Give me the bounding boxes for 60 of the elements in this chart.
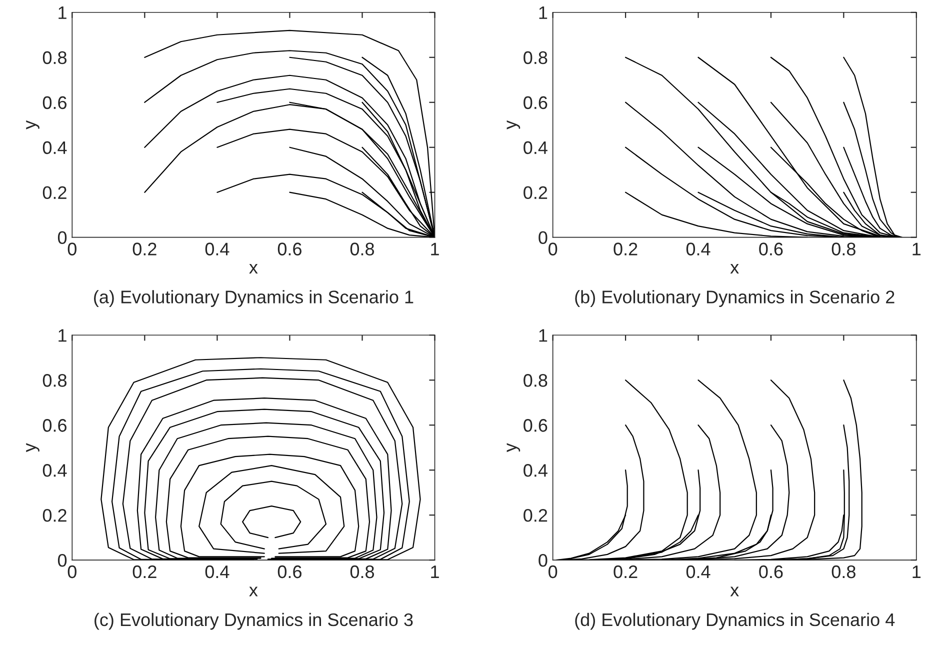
y-tick-label: 0.6 — [524, 419, 548, 432]
y-tick-label: 0 — [58, 554, 67, 567]
x-tick-label: 0 — [68, 242, 76, 256]
x-tick-label: 0.2 — [614, 242, 638, 256]
x-tick-label: 0.6 — [278, 242, 302, 256]
x-tick-label: 0.6 — [278, 565, 302, 578]
y-tick-label: 1 — [58, 329, 66, 342]
text: (c) Evolutionary Dynamics in Scenario 3 — [94, 612, 413, 630]
y-tick-label: 0.4 — [524, 464, 548, 477]
x-tick-label: 0.8 — [832, 565, 856, 578]
y-tick-label: 1 — [539, 329, 548, 342]
x-tick-label: 1 — [431, 566, 439, 578]
text: (a) Evolutionary Dynamics in Scenario 1 — [94, 290, 414, 307]
y-axis-title: y — [506, 120, 520, 130]
x-tick-label: 0 — [548, 242, 558, 256]
y-tick-label: 0.8 — [42, 51, 67, 64]
y-axis-title: y — [506, 443, 520, 452]
x-tick-label: 0.4 — [686, 242, 710, 256]
x-tick-label: 0.2 — [132, 242, 156, 256]
x-tick-label: 0.4 — [686, 565, 710, 578]
text: (b) Evolutionary Dynamics in Scenario 2 — [575, 290, 894, 307]
x-tick-label: 0.4 — [205, 565, 230, 578]
x-tick-label: 0.2 — [614, 565, 638, 578]
y-tick-label: 1 — [58, 6, 66, 19]
x-tick-label: 0.8 — [832, 242, 856, 256]
y-tick-label: 1 — [539, 6, 548, 19]
x-tick-label: 0.6 — [759, 565, 783, 578]
x-tick-label: 1 — [912, 242, 921, 256]
y-tick-label: 0.4 — [42, 141, 67, 154]
y-tick-label: 0.4 — [524, 141, 548, 154]
y-tick-label: 0 — [538, 554, 548, 567]
x-tick-label: 0.6 — [759, 242, 783, 256]
x-axis-title: x — [730, 586, 739, 596]
x-axis-title: x — [249, 586, 258, 596]
x-tick-label: 0.2 — [132, 565, 156, 578]
y-tick-label: 0.8 — [524, 374, 548, 387]
x-tick-label: 1 — [431, 242, 439, 256]
y-tick-label: 0.4 — [42, 464, 67, 477]
y-tick-label: 0.6 — [524, 96, 548, 110]
y-tick-label: 0.2 — [42, 509, 66, 522]
text: (d) Evolutionary Dynamics in Scenario 4 — [575, 612, 895, 630]
y-tick-label: 0.2 — [524, 509, 548, 522]
y-tick-label: 0 — [58, 231, 67, 244]
y-tick-label: 0.8 — [524, 51, 548, 64]
x-tick-label: 0 — [548, 565, 558, 578]
x-tick-label: 0.8 — [350, 242, 374, 256]
x-tick-label: 1 — [912, 566, 921, 578]
x-tick-label: 0 — [68, 565, 76, 578]
y-tick-label: 0.6 — [42, 96, 66, 110]
y-tick-label: 0 — [538, 231, 548, 244]
y-axis-title: y — [26, 120, 40, 130]
x-axis-title: x — [730, 264, 739, 274]
x-tick-label: 0.4 — [205, 242, 230, 256]
y-axis-title: y — [26, 443, 40, 452]
y-tick-label: 0.8 — [42, 374, 67, 387]
x-tick-label: 0.8 — [350, 565, 374, 578]
y-tick-label: 0.2 — [42, 186, 66, 200]
y-tick-label: 0.6 — [42, 419, 66, 432]
x-axis-title: x — [249, 264, 258, 274]
y-tick-label: 0.2 — [524, 186, 548, 200]
